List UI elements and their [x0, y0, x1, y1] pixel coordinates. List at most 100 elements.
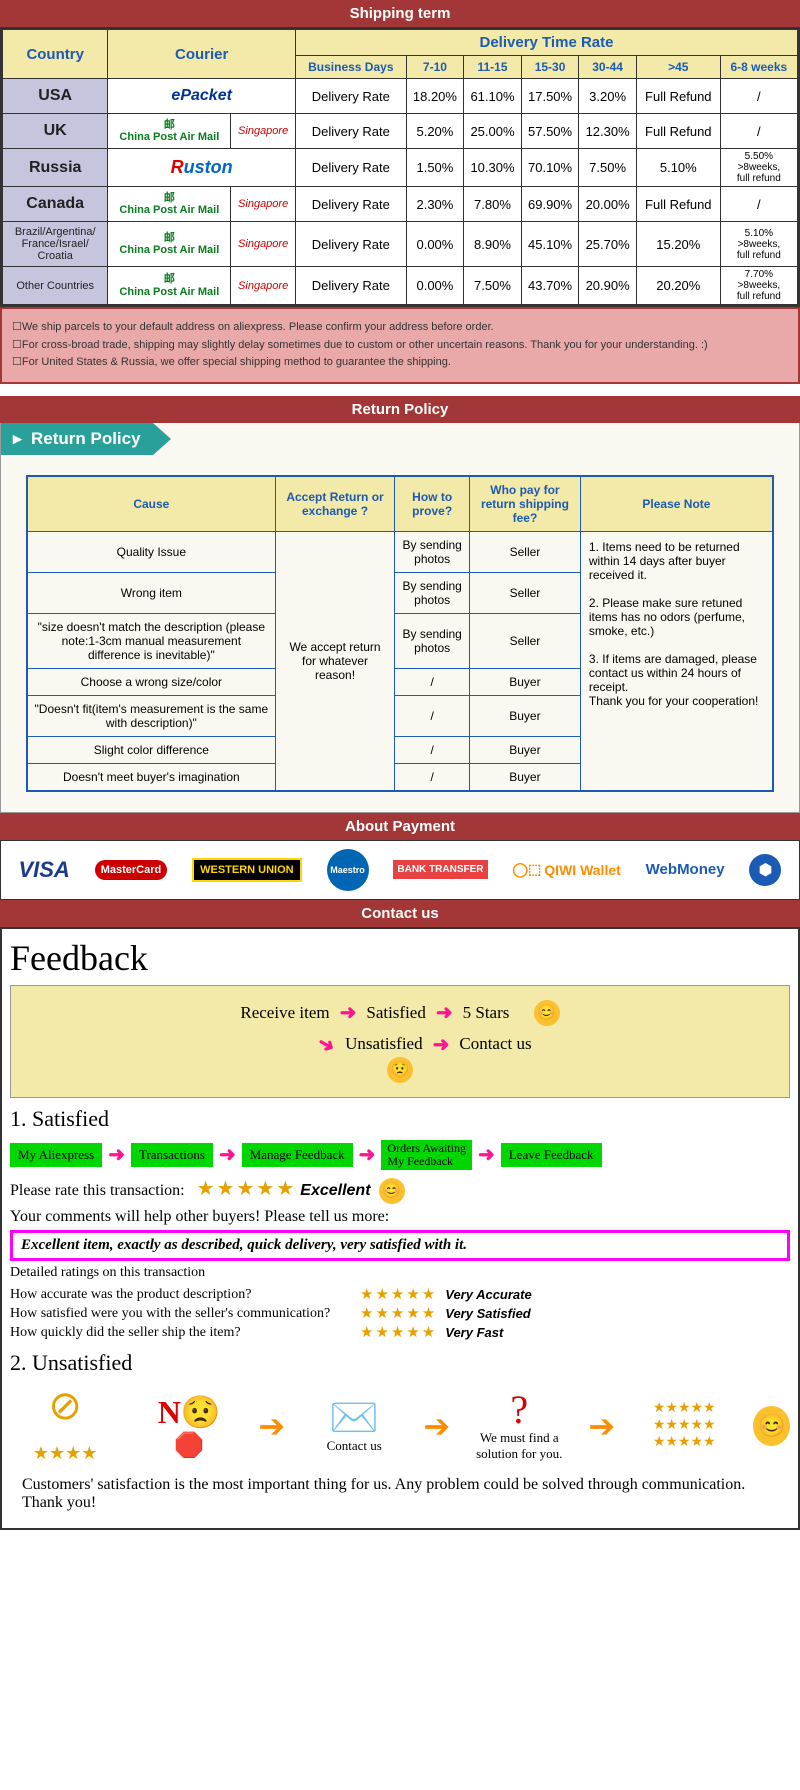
arrow-icon: ➜ — [478, 1142, 495, 1167]
arrow-icon: ➜ — [219, 1142, 236, 1167]
arrow-icon: ➜ — [433, 1032, 450, 1057]
stars-icon: ★★★★★ — [197, 1178, 297, 1200]
rate-cell: 61.10% — [464, 79, 522, 114]
rate-cell: Full Refund — [636, 187, 720, 222]
return-cause: Wrong item — [27, 572, 275, 613]
webmoney-icon: ⬢ — [749, 854, 781, 886]
smile-icon: 😊 — [379, 1178, 405, 1204]
western-union-logo: WESTERN UNION — [192, 858, 302, 882]
return-prove: / — [395, 668, 470, 695]
final-stars-item: ★★★★★★★★★★★★★★★ — [629, 1401, 739, 1451]
stars-icon: ★★★★★ — [360, 1304, 437, 1323]
return-th: Who pay for return shipping fee? — [469, 476, 580, 532]
detail-label: Very Accurate — [445, 1287, 531, 1302]
rate-cell: 25.00% — [464, 114, 522, 149]
courier-cell: Singapore — [231, 222, 296, 267]
sad-icon: 😟 — [387, 1057, 413, 1083]
payment-logos: VISA MasterCard WESTERN UNION Maestro BA… — [0, 840, 800, 900]
rate-cell: 5.10%>8weeks,full refund — [720, 222, 798, 267]
th-col: 30-44 — [579, 56, 637, 79]
return-cause: "size doesn't match the description (ple… — [27, 613, 275, 668]
th-col: 15-30 — [521, 56, 579, 79]
no-stars-item: ⊘★★★★ — [10, 1386, 120, 1466]
country-cell: UK — [2, 114, 108, 149]
webmoney-logo: WebMoney — [646, 861, 725, 878]
return-cause: Choose a wrong size/color — [27, 668, 275, 695]
return-pay: Seller — [469, 531, 580, 572]
step-box: Leave Feedback — [501, 1143, 602, 1167]
rate-cell: 7.80% — [464, 187, 522, 222]
flow-receive: Receive item — [240, 1003, 329, 1023]
shipping-table: Country Courier Delivery Time Rate Busin… — [0, 27, 800, 307]
feedback-title: Feedback — [10, 937, 790, 979]
th-col: 6-8 weeks — [720, 56, 798, 79]
rate-cell: 5.10% — [636, 149, 720, 187]
return-th: How to prove? — [395, 476, 470, 532]
arrow-icon: ➜ — [108, 1142, 125, 1167]
note-line: ☐For cross-broad trade, shipping may sli… — [12, 337, 788, 355]
return-pay: Buyer — [469, 668, 580, 695]
arrow-icon: ➜ — [340, 1000, 357, 1025]
flow-satisfied: Satisfied — [366, 1003, 426, 1023]
rate-cell: 7.50% — [464, 267, 522, 306]
contact-header: Contact us — [0, 900, 800, 927]
courier-cell: 邮China Post Air Mail — [108, 114, 231, 149]
th-col: 11-15 — [464, 56, 522, 79]
country-cell: Russia — [2, 149, 108, 187]
arrow-down-icon: ➜ — [313, 1029, 340, 1059]
detailed-row: How quickly did the seller ship the item… — [10, 1323, 790, 1342]
detail-question: How accurate was the product description… — [10, 1287, 360, 1303]
smile-icon: 😊 — [753, 1406, 790, 1446]
detailed-row: How satisfied were you with the seller's… — [10, 1304, 790, 1323]
rate-cell: 18.20% — [406, 79, 464, 114]
satisfied-title: 1. Satisfied — [10, 1106, 790, 1132]
delivery-rate-label: Delivery Rate — [295, 149, 406, 187]
th-delivery-rate: Delivery Time Rate — [295, 29, 798, 56]
return-banner: ▸ Return Policy — [1, 423, 153, 455]
rate-cell: 2.30% — [406, 187, 464, 222]
feedback-flow: Receive item ➜ Satisfied ➜ 5 Stars 😊 ➜ U… — [10, 985, 790, 1098]
th-col: 7-10 — [406, 56, 464, 79]
return-cause: Quality Issue — [27, 531, 275, 572]
detail-label: Very Satisfied — [445, 1306, 531, 1321]
return-pay: Seller — [469, 613, 580, 668]
country-cell: Canada — [2, 187, 108, 222]
rate-cell: 10.30% — [464, 149, 522, 187]
rate-cell: 20.20% — [636, 267, 720, 306]
note-line: ☐For United States & Russia, we offer sp… — [12, 354, 788, 372]
rate-cell: 43.70% — [521, 267, 579, 306]
return-prove: / — [395, 695, 470, 736]
detail-question: How satisfied were you with the seller's… — [10, 1306, 360, 1322]
step-box: Transactions — [131, 1143, 213, 1167]
qiwi-logo: ◯⬚ QIWI Wallet — [512, 861, 620, 878]
courier-cell: 邮China Post Air Mail — [108, 222, 231, 267]
rate-label: Please rate this transaction: — [10, 1182, 185, 1199]
feedback-section: Feedback Receive item ➜ Satisfied ➜ 5 St… — [0, 927, 800, 1530]
contact-us-item: ✉️ Contact us — [299, 1398, 409, 1454]
arrow-icon: ➔ — [258, 1407, 285, 1445]
return-th: Please Note — [580, 476, 773, 532]
th-col: >45 — [636, 56, 720, 79]
delivery-rate-label: Delivery Rate — [295, 187, 406, 222]
return-prove: By sending photos — [395, 572, 470, 613]
unsatisfied-title: 2. Unsatisfied — [10, 1350, 790, 1376]
flow-five-stars: 5 Stars — [463, 1003, 510, 1023]
return-th: Cause — [27, 476, 275, 532]
arrow-icon: ➔ — [588, 1407, 615, 1445]
return-accept: We accept return for whatever reason! — [275, 531, 395, 791]
rate-cell: Full Refund — [636, 79, 720, 114]
return-prove: By sending photos — [395, 531, 470, 572]
rate-cell: 20.90% — [579, 267, 637, 306]
return-header: Return Policy — [0, 396, 800, 423]
stars-icon: ★★★★★ — [360, 1285, 437, 1304]
rate-cell: 7.70%>8weeks,full refund — [720, 267, 798, 306]
rate-cell: Full Refund — [636, 114, 720, 149]
bank-transfer-logo: BANK TRANSFER — [393, 860, 487, 879]
delivery-rate-label: Delivery Rate — [295, 114, 406, 149]
rate-cell: 0.00% — [406, 222, 464, 267]
rate-cell: 57.50% — [521, 114, 579, 149]
satisfied-steps: My Aliexpress➜Transactions➜Manage Feedba… — [10, 1140, 790, 1170]
rate-cell: 7.50% — [579, 149, 637, 187]
courier-cell: Singapore — [231, 114, 296, 149]
courier-cell: 邮China Post Air Mail — [108, 267, 231, 306]
